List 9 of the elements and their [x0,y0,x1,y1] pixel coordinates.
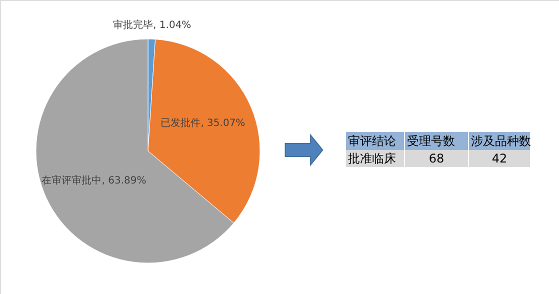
text: 受理号数 [407,134,455,148]
slice-label: 审批完毕, 1.04% [113,19,192,32]
text: 68 [428,152,444,166]
text: 审评结论 [348,134,396,148]
text: 42 [492,152,508,166]
slice-label: 在审评审批中, 63.89% [42,174,146,187]
text: 涉及品种数 [471,134,531,148]
slice-label: 已发批件, 35.07% [160,117,246,130]
text: 批准临床 [348,152,396,166]
